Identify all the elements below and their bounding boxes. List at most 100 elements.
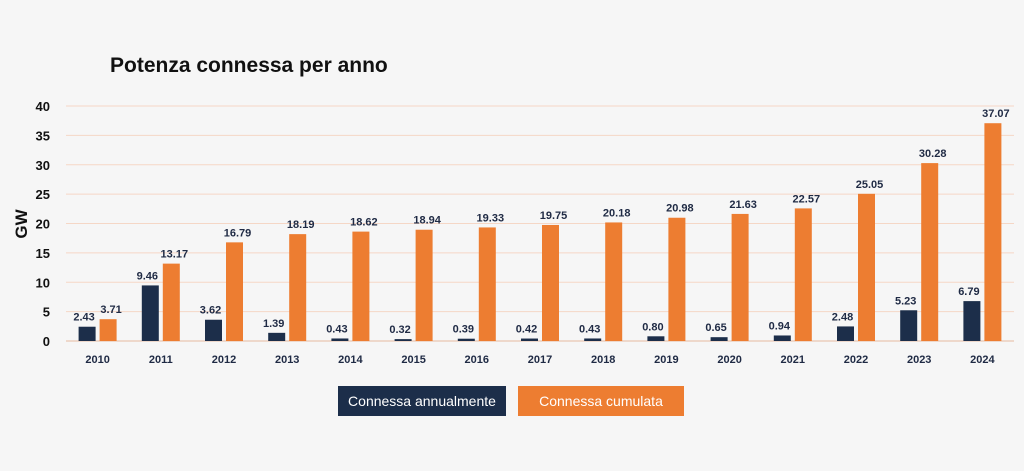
bar-cumulative [226, 242, 243, 341]
bar-cumulative [162, 263, 180, 341]
x-tick-label: 2016 [465, 354, 489, 366]
legend-swatch [338, 386, 506, 416]
legend-item-annual: Connessa annualmente [338, 386, 506, 416]
bar-cumulative [478, 227, 496, 341]
y-tick-label: 5 [43, 305, 50, 320]
legend-item-cumulative: Connessa cumulata [518, 386, 684, 416]
x-tick-label: 2020 [717, 354, 741, 366]
data-label-cumulative: 25.05 [856, 179, 884, 191]
y-tick-label: 15 [36, 246, 50, 261]
data-label-cumulative: 20.98 [666, 203, 694, 215]
bar-annual [773, 335, 791, 341]
data-label-cumulative: 18.62 [350, 217, 378, 229]
bar-annual [205, 319, 222, 341]
data-label-annual: 0.80 [642, 321, 663, 333]
data-label-cumulative: 3.71 [100, 304, 121, 316]
bar-annual [647, 336, 665, 341]
data-label-cumulative: 37.07 [982, 108, 1010, 120]
x-tick-label: 2014 [338, 354, 363, 366]
data-label-cumulative: 18.19 [287, 219, 315, 231]
x-axis-ticks: 2010 2011 2012 2013 2014 2015 2016 2017 2018 2019… [85, 354, 995, 366]
bar-cumulative [731, 213, 749, 341]
x-tick-label: 2012 [212, 354, 236, 366]
data-label-cumulative: 30.28 [919, 148, 947, 160]
bar-cumulative [984, 123, 1002, 342]
data-label-annual: 0.39 [453, 324, 474, 336]
bar-cumulative [289, 234, 307, 341]
x-tick-label: 2010 [85, 354, 109, 366]
data-label-cumulative: 13.17 [161, 249, 189, 261]
legend-swatch [518, 386, 684, 416]
x-tick-label: 2019 [654, 354, 678, 366]
bar-cumulative [794, 208, 812, 341]
bar-annual [837, 326, 854, 341]
bar-annual [457, 338, 475, 341]
data-label-annual: 0.32 [389, 324, 410, 336]
bar-annual [331, 338, 349, 341]
data-label-cumulative: 16.79 [224, 227, 252, 239]
x-tick-label: 2021 [781, 354, 805, 366]
data-label-cumulative: 22.57 [793, 193, 821, 205]
bar-annual [963, 301, 981, 341]
bar-annual [521, 338, 538, 341]
y-axis-label: GW [12, 208, 31, 238]
data-label-annual: 6.79 [958, 286, 979, 298]
data-label-annual: 1.39 [263, 318, 284, 330]
data-label-annual: 0.42 [516, 324, 537, 336]
bar-annual [268, 332, 286, 341]
y-tick-label: 20 [36, 217, 50, 232]
bar-cumulative [415, 229, 433, 341]
bar-annual [900, 310, 918, 341]
data-label-cumulative: 20.18 [603, 207, 631, 219]
x-tick-label: 2013 [275, 354, 299, 366]
data-label-annual: 2.43 [73, 312, 94, 324]
bar-cumulative [605, 222, 623, 341]
y-tick-label: 30 [36, 158, 50, 173]
bar-cumulative [542, 224, 559, 341]
bar-annual [584, 338, 602, 341]
data-label-annual: 9.46 [137, 270, 158, 282]
y-axis-ticks: 0 5 10 15 20 25 30 35 40 [36, 99, 50, 349]
data-label-cumulative: 21.63 [729, 199, 757, 211]
x-tick-label: 2018 [591, 354, 615, 366]
x-tick-label: 2024 [970, 354, 995, 366]
x-tick-label: 2017 [528, 354, 552, 366]
legend-label: Connessa cumulata [539, 393, 663, 409]
bar-annual [141, 285, 159, 341]
data-label-cumulative: 19.33 [477, 212, 505, 224]
y-tick-label: 35 [36, 128, 50, 143]
data-label-cumulative: 19.75 [540, 210, 568, 222]
y-tick-label: 40 [36, 99, 50, 114]
gridlines [66, 105, 1014, 342]
data-label-annual: 0.43 [579, 323, 600, 335]
data-label-annual: 0.43 [326, 323, 347, 335]
data-label-annual: 2.48 [832, 311, 853, 323]
bar-cumulative [668, 217, 686, 341]
data-label-cumulative: 18.94 [413, 215, 441, 227]
data-label-annual: 5.23 [895, 295, 916, 307]
bar-cumulative [921, 163, 939, 341]
y-tick-label: 0 [43, 334, 50, 349]
bar-cumulative [99, 319, 117, 341]
y-tick-label: 25 [36, 187, 50, 202]
x-tick-label: 2011 [149, 354, 173, 366]
x-tick-label: 2015 [401, 354, 425, 366]
bar-annual [710, 337, 728, 341]
bar-annual [78, 326, 96, 341]
y-tick-label: 10 [36, 275, 50, 290]
data-label-annual: 0.94 [769, 320, 791, 332]
chart-title: Potenza connessa per anno [110, 54, 388, 77]
data-label-annual: 0.65 [705, 322, 726, 334]
bar-cumulative [352, 231, 370, 341]
bars [78, 123, 1002, 342]
legend: Connessa annualmente Connessa cumulata [338, 386, 684, 416]
x-tick-label: 2022 [844, 354, 868, 366]
x-tick-label: 2023 [907, 354, 931, 366]
data-label-annual: 3.62 [200, 305, 221, 317]
legend-label: Connessa annualmente [348, 393, 496, 409]
bar-cumulative [858, 193, 875, 341]
bar-annual [394, 339, 412, 341]
